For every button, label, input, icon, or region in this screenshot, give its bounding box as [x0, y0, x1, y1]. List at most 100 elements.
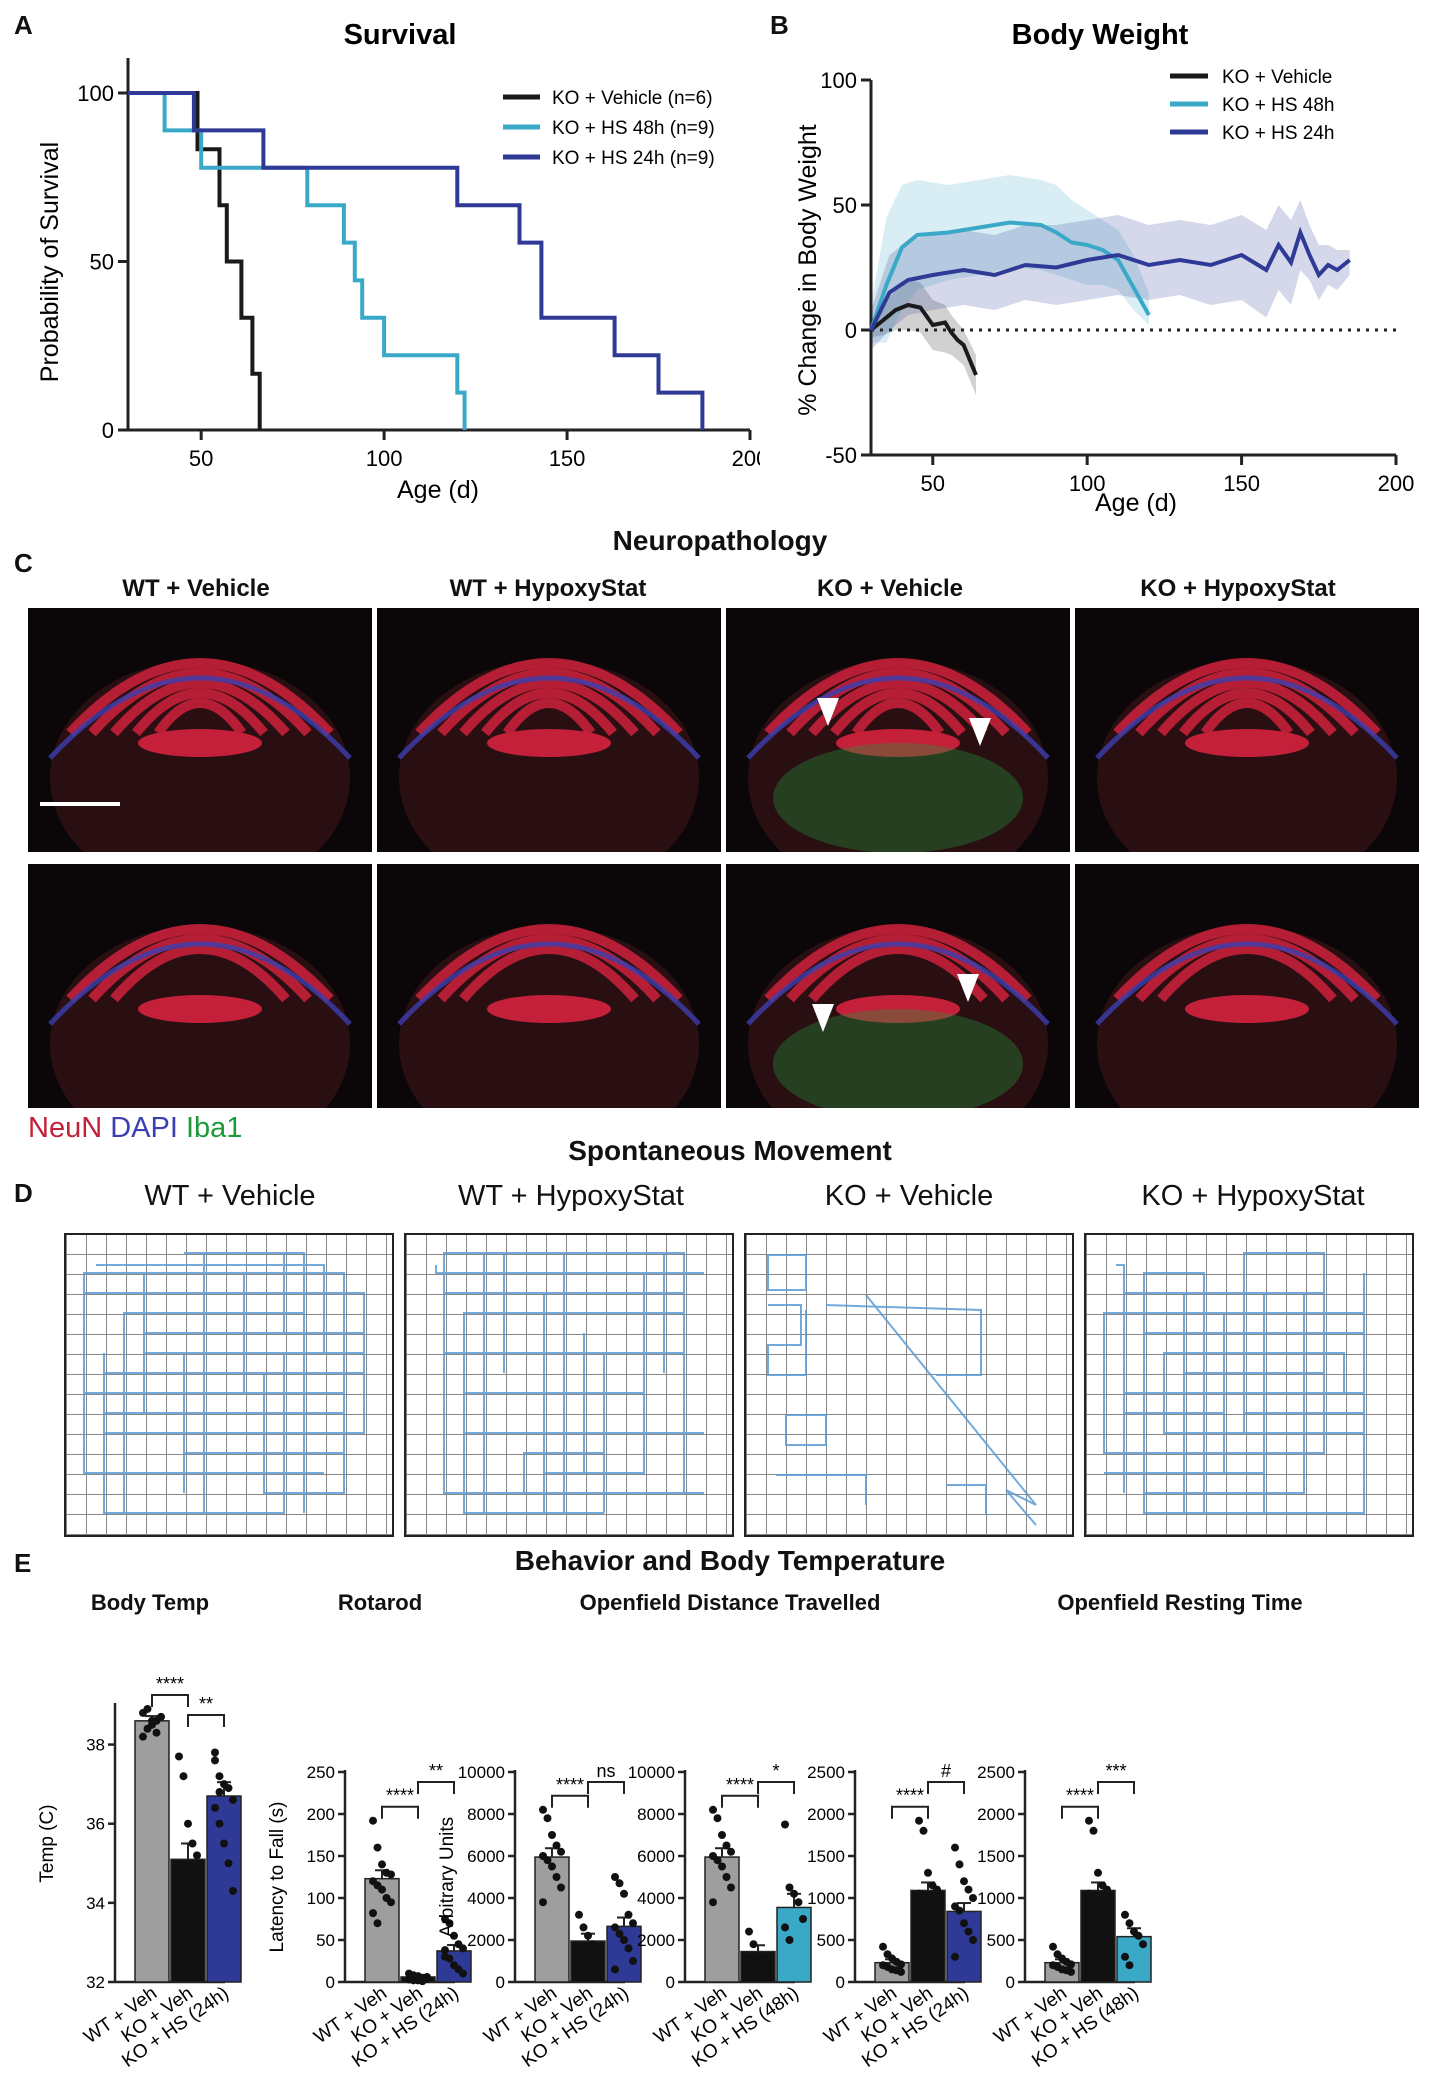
data-point	[1085, 1816, 1093, 1825]
significance-bracket	[1061, 1805, 1099, 1819]
subtitle-openfield-distance: Openfield Distance Travelled	[579, 1590, 881, 1615]
data-point	[969, 1936, 977, 1944]
data-point	[179, 1879, 188, 1888]
data-point	[387, 1898, 395, 1907]
panel-c-letter: C	[14, 548, 33, 578]
data-point	[1121, 1952, 1129, 1961]
y-tick-label: 32	[86, 1973, 105, 1992]
data-point	[1089, 1826, 1098, 1835]
y-tick-label: 100	[77, 81, 114, 106]
x-tick-label: 200	[1378, 471, 1415, 496]
iba1-signal	[773, 1009, 1023, 1108]
data-point	[745, 1927, 753, 1936]
survival-series-2	[128, 91, 467, 430]
microscopy-grid	[28, 608, 1420, 1110]
movement-trace	[767, 1254, 1037, 1526]
y-tick-label: 8000	[637, 1805, 675, 1824]
data-point	[373, 1919, 382, 1928]
data-point	[1125, 1961, 1134, 1970]
significance-bracket	[587, 1781, 625, 1794]
significance-bracket	[551, 1794, 589, 1808]
neun-layer	[481, 688, 617, 737]
y-tick-label: -50	[825, 443, 857, 468]
neuro-col-label-2: WT + HypoxyStat	[449, 575, 647, 602]
neun-core	[138, 995, 262, 1023]
data-point	[423, 1972, 431, 1981]
brain-section-image	[726, 608, 1070, 852]
data-point	[799, 1915, 807, 1923]
movement-track-ko-vehicle	[744, 1233, 1074, 1537]
data-point	[879, 1942, 887, 1951]
data-point	[575, 1910, 583, 1919]
neun-core	[1185, 729, 1309, 757]
data-point	[157, 1712, 165, 1721]
neun-layer	[110, 944, 290, 1003]
data-point	[951, 1843, 959, 1852]
data-point	[184, 1819, 192, 1828]
data-point	[441, 1946, 449, 1955]
track-path-svg	[83, 1252, 365, 1514]
data-point	[593, 1946, 601, 1955]
y-tick-label: 100	[820, 68, 857, 93]
y-tick-label: 1000	[807, 1889, 845, 1908]
y-tick-label: 500	[817, 1931, 845, 1950]
data-point	[955, 1906, 964, 1915]
data-point	[964, 1885, 973, 1894]
y-tick-label: 6000	[637, 1847, 675, 1866]
bar	[364, 1877, 400, 1983]
brain-section-image	[28, 864, 372, 1108]
significance-label: ****	[556, 1775, 584, 1795]
data-point	[557, 1847, 565, 1856]
legend-label: KO + Vehicle (n=6)	[552, 88, 713, 109]
data-point	[722, 1841, 731, 1850]
legend-label: KO + HS 24h (n=9)	[552, 148, 715, 169]
arrowhead-marker	[957, 974, 979, 1002]
subtitle-openfield-resting: Openfield Resting Time	[1057, 1590, 1303, 1615]
data-point	[584, 1959, 592, 1968]
data-point	[175, 1867, 183, 1876]
data-point	[459, 1969, 467, 1978]
significance-bracket	[381, 1805, 419, 1819]
neun-layer	[437, 934, 661, 1003]
neun-layer	[153, 698, 247, 736]
neuropathology-title: Neuropathology	[612, 525, 828, 556]
dapi-edge	[397, 675, 701, 760]
y-tick-label: 0	[666, 1973, 675, 1992]
significance-label: ****	[896, 1786, 924, 1806]
neun-layer	[1113, 924, 1381, 1003]
y-tick-label: 0	[496, 1973, 505, 1992]
body-weight-title: Body Weight	[1012, 19, 1189, 51]
y-tick-label: 4000	[467, 1889, 505, 1908]
neun-core	[487, 729, 611, 757]
neun-core	[138, 729, 262, 757]
data-point	[754, 1952, 762, 1961]
dapi-edge	[746, 675, 1050, 760]
significance-bracket	[187, 1714, 225, 1727]
y-tick-label: 0	[326, 1973, 335, 1992]
legend-label: KO + HS 48h	[1222, 95, 1334, 116]
bar	[606, 1925, 642, 1983]
data-point	[620, 1889, 628, 1898]
x-axis-label: Age (d)	[1095, 489, 1177, 517]
data-point	[620, 1936, 628, 1944]
y-tick-label: 0	[102, 418, 114, 443]
movement-trace	[1103, 1252, 1365, 1514]
behavior-title: Behavior and Body Temperature	[514, 1545, 946, 1576]
data-point	[215, 1788, 224, 1797]
data-point	[211, 1756, 219, 1765]
data-point	[1067, 1967, 1075, 1976]
subtitle-body-temp: Body Temp	[90, 1590, 210, 1615]
data-point	[1098, 1902, 1107, 1911]
y-tick-label: 10000	[628, 1763, 675, 1782]
dapi-edge	[1095, 675, 1399, 760]
y-tick-label: 2000	[467, 1931, 505, 1950]
y-tick-label: 6000	[467, 1847, 505, 1866]
data-point	[220, 1839, 228, 1848]
data-point	[193, 1918, 201, 1927]
data-point	[1134, 1931, 1143, 1940]
y-axis-label: Latency to Fall (s)	[267, 1802, 288, 1953]
data-point	[139, 1732, 147, 1741]
track-col-label-4: KO + HypoxyStat	[1141, 1180, 1365, 1212]
data-point	[584, 1931, 592, 1940]
